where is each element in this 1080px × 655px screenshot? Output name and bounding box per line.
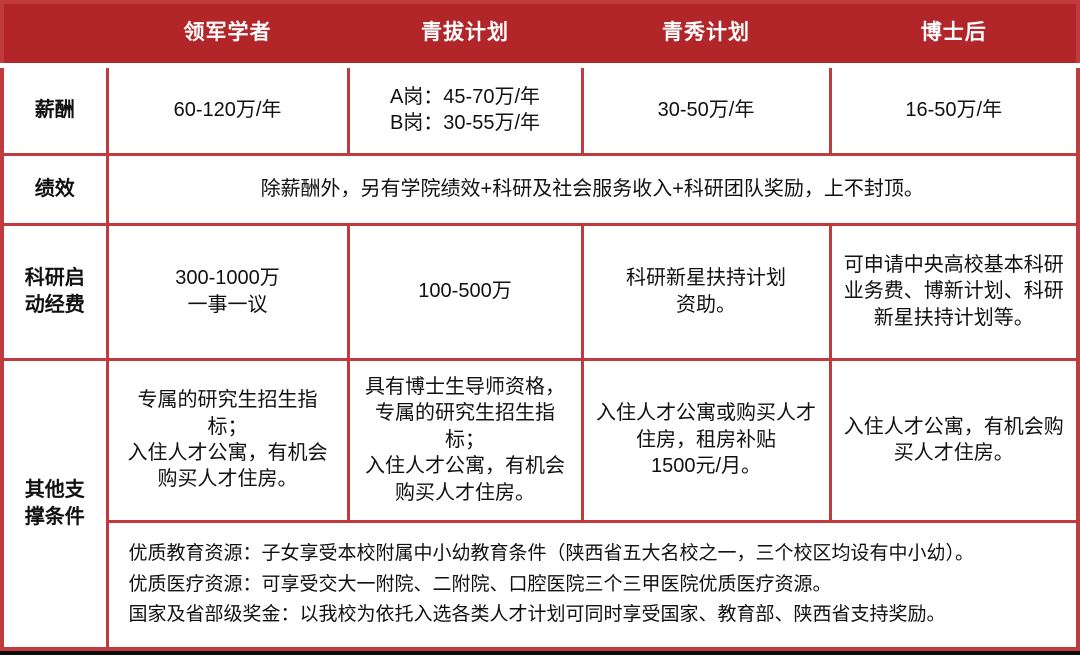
row-other-support-shared: 优质教育资源：子女享受本校附属中小幼教育条件（陕西省五大名校之一，三个校区均设有…: [2, 519, 1080, 651]
row-salary: 薪酬 60-120万/年 A岗：45-70万/年 B岗：30-55万/年 30-…: [0, 63, 1080, 156]
cell-salary-lingjun: 60-120万/年: [105, 63, 350, 156]
column-header-qingxiu-plan: 青秀计划: [580, 0, 832, 68]
cell-salary-postdoc: 16-50万/年: [828, 63, 1080, 156]
row-performance: 绩效 除薪酬外，另有学院绩效+科研及社会服务收入+科研团队奖励，上不封顶。: [0, 152, 1080, 226]
header-row: 领军学者 青拔计划 青秀计划 博士后: [0, 0, 1080, 68]
cell-fund-qingba: 100-500万: [346, 222, 584, 361]
column-header-lingjun-scholar: 领军学者: [105, 0, 350, 68]
column-header-qingba-plan: 青拔计划: [346, 0, 584, 68]
row-label-startup-fund: 科研启 动经费: [0, 222, 109, 361]
cell-fund-qingxiu: 科研新星扶持计划 资助。: [580, 222, 832, 361]
row-label-salary: 薪酬: [0, 63, 109, 156]
cell-other-shared-merged: 优质教育资源：子女享受本校附属中小幼教育条件（陕西省五大名校之一，三个校区均设有…: [105, 519, 1080, 651]
cell-other-qingxiu: 入住人才公寓或购买人才住房，租房补贴 1500元/月。: [580, 357, 832, 523]
cell-performance-merged: 除薪酬外，另有学院绩效+科研及社会服务收入+科研团队奖励，上不封顶。: [105, 152, 1080, 226]
column-header-postdoc: 博士后: [828, 0, 1080, 68]
cell-fund-lingjun: 300-1000万 一事一议: [105, 222, 350, 361]
cell-salary-qingxiu: 30-50万/年: [580, 63, 832, 156]
row-startup-fund: 科研启 动经费 300-1000万 一事一议 100-500万 科研新星扶持计划…: [0, 222, 1080, 361]
cell-other-lingjun: 专属的研究生招生指标； 入住人才公寓，有机会购买人才住房。: [105, 357, 350, 523]
cell-other-qingba: 具有博士生导师资格，专属的研究生招生指标； 入住人才公寓，有机会购买人才住房。: [346, 357, 584, 523]
row-other-support: 其他支 撑条件 专属的研究生招生指标； 入住人才公寓，有机会购买人才住房。 具有…: [0, 357, 1080, 651]
cell-fund-postdoc: 可申请中央高校基本科研业务费、博新计划、科研新星扶持计划等。: [828, 222, 1080, 361]
header-spacer-cell: [0, 0, 109, 68]
row-label-performance: 绩效: [0, 152, 109, 226]
row-label-other-support: 其他支 撑条件: [0, 357, 109, 651]
cell-other-postdoc: 入住人才公寓，有机会购买人才住房。: [828, 357, 1080, 523]
cell-salary-qingba: A岗：45-70万/年 B岗：30-55万/年: [346, 63, 584, 156]
